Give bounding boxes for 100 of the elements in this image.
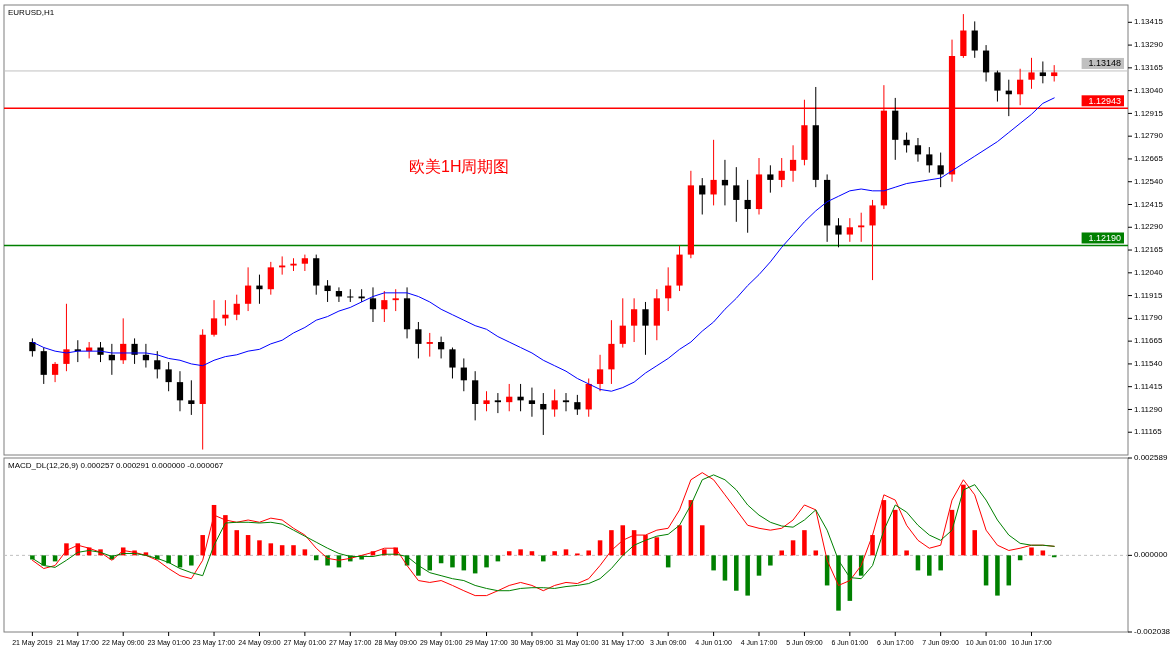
bar	[166, 555, 171, 564]
candlestick	[858, 212, 865, 243]
candlestick	[937, 152, 944, 188]
bar	[972, 530, 977, 556]
candlestick	[699, 177, 706, 216]
candlestick	[982, 44, 990, 83]
y-tick-label: 1.11290	[1134, 404, 1163, 414]
candlestick	[188, 379, 195, 416]
bar	[745, 555, 750, 596]
candlestick	[789, 144, 797, 183]
candlestick	[903, 132, 910, 154]
y-tick-label: 1.12665	[1134, 154, 1164, 164]
bar	[291, 545, 296, 556]
y-tick-label: 0.000000	[1134, 550, 1168, 560]
y-tick-label: 1.13290	[1134, 40, 1164, 50]
chart-title: EURUSD,H1	[8, 8, 55, 17]
bar	[699, 525, 705, 556]
candlestick	[846, 217, 853, 243]
bar	[620, 525, 626, 556]
candlestick	[517, 383, 524, 412]
candlestick	[244, 266, 252, 312]
candlestick	[994, 70, 1001, 103]
candlestick	[74, 339, 81, 363]
candlestick	[154, 350, 161, 379]
bar	[870, 535, 875, 556]
candlestick	[926, 146, 933, 174]
y-tick-label: 1.11790	[1134, 313, 1163, 323]
candlestick	[551, 388, 558, 418]
bar	[734, 555, 739, 591]
y-tick-label: 1.12290	[1134, 222, 1164, 232]
candlestick	[562, 392, 570, 412]
bar	[223, 515, 228, 556]
bar	[813, 550, 819, 556]
y-tick-label: 1.12040	[1134, 267, 1164, 277]
line-series	[31, 97, 1055, 392]
y-tick-label: 1.11915	[1134, 290, 1163, 300]
bar	[677, 525, 682, 556]
candlestick	[472, 370, 479, 421]
ref-line-label: 1.13148	[1088, 58, 1121, 69]
candlestick	[51, 361, 59, 383]
bar	[200, 535, 205, 556]
bar	[995, 555, 1000, 596]
y-tick-label: 1.11540	[1134, 359, 1163, 369]
bar	[722, 555, 728, 581]
candlestick	[971, 20, 978, 59]
bar	[586, 550, 591, 556]
bar	[189, 555, 194, 566]
y-tick-label: -0.002038	[1134, 627, 1170, 637]
candlestick	[1028, 57, 1035, 90]
y-tick-label: 1.13165	[1134, 62, 1164, 72]
y-tick-label: 1.11665	[1134, 336, 1163, 346]
candlestick	[528, 387, 536, 418]
bar	[427, 555, 433, 571]
bar	[756, 555, 762, 576]
candlestick	[744, 179, 751, 234]
candlestick	[437, 336, 445, 359]
y-tick-label: 1.12165	[1134, 245, 1164, 255]
ref-line-label: 1.12943	[1088, 95, 1121, 106]
candlestick	[63, 303, 70, 372]
candlestick	[733, 166, 740, 223]
bar	[41, 555, 47, 566]
candlestick	[426, 332, 433, 358]
bar	[552, 551, 557, 556]
candlestick	[642, 301, 649, 356]
bar	[609, 530, 614, 556]
bar	[541, 555, 546, 562]
candlestick	[369, 286, 377, 323]
y-tick-label: 1.12540	[1134, 176, 1164, 186]
y-tick-label: 1.13415	[1134, 17, 1164, 27]
bar	[779, 550, 784, 556]
bar	[1029, 547, 1034, 556]
candlestick	[381, 290, 388, 323]
candlestick	[596, 354, 604, 392]
candlestick	[324, 279, 331, 303]
y-tick-label: 1.13040	[1134, 85, 1164, 95]
candlestick	[176, 370, 184, 412]
candlestick	[29, 337, 36, 358]
candlestick	[267, 261, 274, 296]
candlestick	[210, 299, 218, 338]
y-tick-label: 1.12790	[1134, 131, 1164, 141]
candlestick	[1039, 60, 1046, 84]
y-tick-label: 1.12415	[1134, 199, 1164, 209]
candlestick	[631, 297, 638, 343]
candlestick	[460, 357, 467, 392]
candlestick	[415, 321, 422, 359]
candlestick	[449, 347, 456, 379]
ref-line-label: 1.12190	[1088, 232, 1121, 243]
candlestick	[40, 347, 47, 385]
candlestick	[97, 341, 104, 363]
y-tick-label: 1.12915	[1134, 108, 1164, 118]
candlestick	[222, 299, 229, 327]
y-tick-label: 1.11415	[1134, 381, 1163, 391]
chart-title: MACD_DL(12,26,9) 0.000257 0.000291 0.000000 -0.000067	[8, 461, 224, 470]
bar	[257, 540, 262, 556]
bar	[506, 551, 512, 556]
bar	[938, 555, 943, 571]
bar	[961, 484, 966, 556]
annotation: 欧美1H周期图	[408, 157, 510, 175]
bar	[768, 555, 773, 566]
y-tick-label: 0.002589	[1134, 453, 1168, 463]
